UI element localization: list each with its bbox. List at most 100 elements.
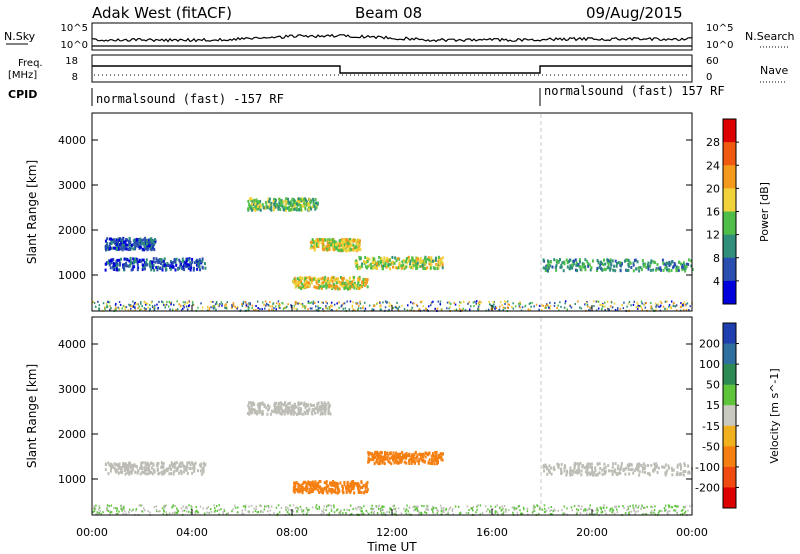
data-cell	[156, 265, 159, 269]
data-cell	[195, 258, 198, 262]
data-cell	[127, 466, 130, 470]
data-cell	[376, 267, 379, 270]
data-cell	[300, 282, 303, 286]
noise-cell	[248, 306, 250, 309]
data-cell	[311, 484, 314, 488]
noise-cell	[214, 303, 217, 306]
noise-cell	[529, 308, 531, 311]
data-cell	[544, 269, 547, 273]
data-cell	[397, 257, 400, 260]
data-cell	[264, 200, 267, 204]
data-cell	[151, 260, 154, 264]
data-cell	[172, 264, 175, 268]
noise-cell	[475, 511, 477, 514]
noise-cell	[531, 511, 534, 514]
noise-cell	[171, 308, 174, 311]
data-cell	[603, 258, 605, 262]
noise-cell	[430, 304, 432, 307]
data-cell	[406, 454, 409, 458]
noise-cell	[303, 305, 305, 308]
data-cell	[108, 237, 111, 241]
data-cell	[287, 200, 290, 204]
noise-cell	[674, 305, 676, 308]
noise-cell	[188, 510, 190, 513]
noise-cell	[186, 507, 188, 510]
noise-cell	[328, 512, 331, 515]
data-cell	[269, 203, 272, 207]
noise-cell	[232, 302, 235, 305]
data-cell	[346, 238, 349, 242]
data-cell	[640, 463, 643, 467]
noise-cell	[99, 510, 101, 513]
data-cell	[654, 261, 657, 265]
data-cell	[165, 264, 168, 267]
noise-cell	[231, 304, 233, 307]
data-cell	[279, 412, 282, 416]
noise-cell	[278, 303, 280, 305]
data-cell	[622, 469, 625, 472]
noise-cell	[124, 308, 126, 311]
noise-cell	[253, 507, 255, 510]
data-cell	[265, 206, 268, 210]
noise-cell	[371, 508, 374, 511]
data-cell	[337, 248, 340, 252]
noise-cell	[645, 302, 647, 304]
noise-cell	[499, 506, 501, 509]
noise-cell	[440, 509, 443, 512]
data-cell	[337, 482, 340, 486]
noise-cell	[646, 505, 648, 508]
data-cell	[150, 243, 153, 247]
data-cell	[355, 263, 358, 267]
power-y-label: Slant Range [km]	[25, 160, 39, 264]
data-cell	[177, 267, 179, 271]
noise-cell	[566, 507, 568, 510]
date-title: 09/Aug/2015	[586, 4, 683, 22]
data-cell	[172, 463, 175, 467]
noise-cell	[601, 510, 604, 513]
data-cell	[341, 484, 344, 488]
data-cell	[393, 262, 396, 265]
data-cell	[115, 266, 118, 270]
noise-cell	[318, 505, 320, 508]
data-cell	[300, 401, 303, 405]
data-cell	[150, 245, 153, 249]
data-cell	[400, 266, 403, 270]
noise-cell	[643, 303, 646, 306]
noise-cell	[159, 510, 161, 513]
data-cell	[598, 471, 601, 475]
noise-cell	[632, 506, 635, 509]
noise-cell	[605, 506, 608, 509]
data-cell	[691, 268, 694, 271]
data-cell	[267, 200, 269, 204]
noise-cell	[312, 302, 314, 305]
noise-cell	[654, 505, 656, 508]
noise-cell	[492, 507, 494, 510]
data-cell	[377, 454, 380, 458]
data-cell	[312, 485, 315, 489]
noise-cell	[413, 509, 415, 512]
data-cell	[356, 261, 359, 265]
data-cell	[628, 472, 631, 476]
data-cell	[394, 256, 397, 260]
data-cell	[357, 243, 360, 247]
data-cell	[389, 452, 392, 456]
data-cell	[661, 258, 664, 262]
data-cell	[148, 469, 151, 473]
data-cell	[350, 282, 352, 286]
data-cell	[185, 259, 188, 263]
noise-cell	[544, 306, 546, 309]
data-cell	[341, 284, 344, 288]
data-cell	[322, 285, 325, 288]
data-cell	[252, 203, 255, 207]
data-cell	[332, 483, 335, 486]
data-cell	[569, 265, 572, 269]
noise-cell	[511, 306, 513, 308]
noise-cell	[307, 302, 310, 305]
data-cell	[316, 481, 319, 485]
noise-cell	[164, 505, 166, 508]
data-cell	[632, 269, 635, 273]
data-cell	[300, 483, 303, 487]
colorbar-segment	[723, 323, 736, 345]
noise-cell	[186, 506, 188, 509]
noise-cell	[499, 507, 501, 510]
